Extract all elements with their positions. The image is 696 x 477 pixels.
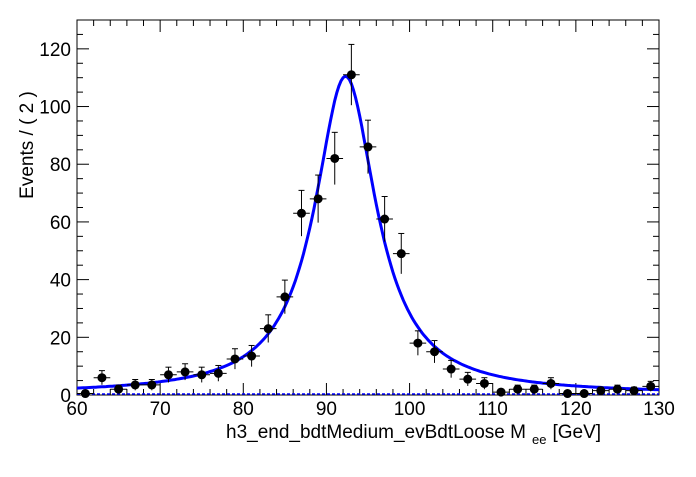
data-marker — [513, 384, 523, 394]
y-tick-label: 80 — [50, 155, 71, 176]
data-point — [459, 371, 477, 386]
data-point — [309, 174, 327, 223]
y-tick-label: 100 — [39, 98, 71, 119]
y-tick-label: 60 — [50, 213, 71, 234]
data-marker — [346, 70, 356, 80]
data-marker — [646, 381, 656, 391]
data-point — [210, 364, 227, 382]
data-marker — [163, 370, 173, 380]
data-marker — [596, 386, 606, 396]
data-point — [476, 377, 493, 390]
data-marker — [130, 380, 140, 390]
data-point — [525, 384, 543, 394]
data-marker — [97, 373, 107, 383]
data-marker — [479, 378, 489, 388]
data-marker — [463, 374, 473, 384]
data-marker — [612, 384, 622, 394]
data-point — [276, 279, 294, 314]
x-axis-label-sub: ee — [532, 432, 546, 447]
x-tick-label: 70 — [150, 399, 171, 420]
data-point — [259, 314, 277, 343]
plot-frame — [76, 19, 660, 396]
data-marker — [413, 338, 423, 348]
x-axis-label: h3_end_bdtMedium_evBdtLoose M ee [GeV] — [226, 422, 601, 447]
data-marker — [80, 389, 90, 399]
data-point — [160, 366, 177, 383]
data-point — [176, 363, 194, 381]
data-marker — [230, 354, 240, 364]
x-axis-label-main: h3_end_bdtMedium_evBdtLoose M — [226, 422, 526, 443]
data-marker — [380, 214, 390, 224]
data-point — [93, 370, 111, 385]
data-point — [343, 43, 360, 106]
x-tick-label: 60 — [66, 399, 87, 420]
data-marker — [180, 367, 190, 377]
data-marker — [330, 153, 340, 163]
data-marker — [263, 324, 273, 334]
data-point — [492, 387, 510, 397]
data-marker — [213, 368, 223, 378]
data-marker — [563, 389, 573, 399]
data-point — [126, 379, 144, 391]
data-marker — [147, 380, 157, 390]
data-point — [359, 119, 377, 174]
data-marker — [247, 351, 257, 361]
data-point — [77, 389, 94, 399]
x-axis-label-unit: [GeV] — [552, 422, 601, 443]
data-point — [326, 131, 344, 185]
data-marker — [629, 386, 639, 396]
data-point — [409, 330, 427, 356]
data-point — [293, 189, 310, 237]
data-point — [609, 384, 626, 394]
data-point — [110, 384, 127, 394]
x-tick-label: 120 — [560, 399, 592, 420]
data-point — [642, 380, 659, 392]
data-marker — [430, 347, 440, 357]
x-tick-label: 80 — [233, 399, 254, 420]
data-point — [392, 232, 410, 274]
y-tick-label: 120 — [39, 40, 71, 61]
y-tick-label: 40 — [50, 271, 71, 292]
data-marker — [280, 292, 290, 302]
data-point — [193, 366, 211, 383]
data-point — [442, 359, 460, 378]
data-point — [625, 386, 643, 396]
data-marker — [396, 249, 406, 259]
data-point — [542, 377, 560, 390]
data-marker — [363, 142, 373, 152]
data-point — [426, 340, 443, 363]
x-tick-label: 100 — [394, 399, 426, 420]
y-axis-label: Events / ( 2 ) — [17, 91, 38, 199]
data-marker — [546, 378, 556, 388]
data-point — [509, 384, 526, 394]
data-marker — [529, 384, 539, 394]
data-marker — [446, 364, 456, 374]
data-point — [575, 389, 593, 399]
y-tick-label: 20 — [50, 328, 71, 349]
x-tick-label: 90 — [316, 399, 337, 420]
data-point — [376, 196, 393, 242]
data-marker — [197, 370, 207, 380]
data-marker — [496, 387, 506, 397]
data-marker — [313, 194, 323, 204]
data-marker — [114, 384, 124, 394]
x-tick-label: 110 — [478, 399, 508, 420]
x-tick-label: 130 — [643, 399, 675, 420]
data-point — [143, 379, 161, 391]
data-marker — [296, 208, 306, 218]
data-marker — [579, 389, 589, 399]
data-point — [226, 348, 244, 370]
data-point — [559, 389, 576, 399]
data-point — [243, 344, 260, 367]
y-tick-label: 0 — [60, 386, 71, 407]
data-point — [592, 386, 610, 396]
